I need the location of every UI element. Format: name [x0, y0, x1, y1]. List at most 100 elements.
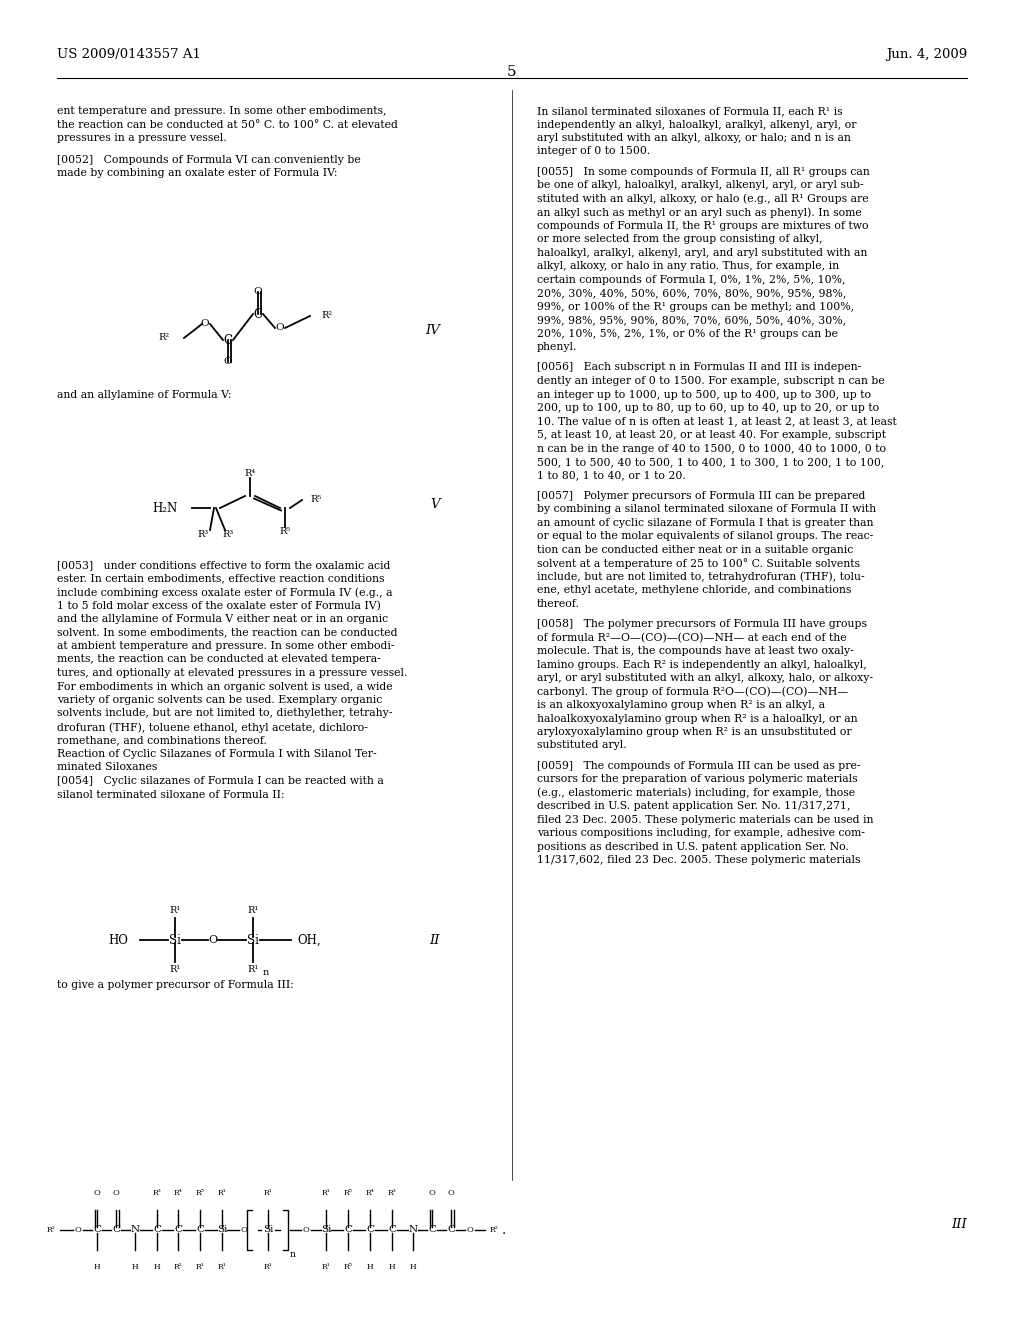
Text: an alkyl such as methyl or an aryl such as phenyl). In some: an alkyl such as methyl or an aryl such … — [537, 207, 862, 218]
Text: positions as described in U.S. patent application Ser. No.: positions as described in U.S. patent ap… — [537, 842, 849, 851]
Text: [0055]   In some compounds of Formula II, all R¹ groups can: [0055] In some compounds of Formula II, … — [537, 166, 869, 177]
Text: solvent. In some embodiments, the reaction can be conducted: solvent. In some embodiments, the reacti… — [57, 627, 397, 638]
Text: [0052]   Compounds of Formula VI can conveniently be: [0052] Compounds of Formula VI can conve… — [57, 154, 360, 165]
Text: 200, up to 100, up to 80, up to 60, up to 40, up to 20, or up to: 200, up to 100, up to 80, up to 60, up t… — [537, 403, 880, 413]
Text: For embodiments in which an organic solvent is used, a wide: For embodiments in which an organic solv… — [57, 681, 392, 692]
Text: C: C — [366, 1225, 374, 1234]
Text: 10. The value of n is often at least 1, at least 2, at least 3, at least: 10. The value of n is often at least 1, … — [537, 417, 897, 426]
Text: solvent at a temperature of 25 to 100° C. Suitable solvents: solvent at a temperature of 25 to 100° C… — [537, 558, 860, 569]
Text: O: O — [113, 1189, 120, 1197]
Text: III: III — [951, 1218, 967, 1232]
Text: 500, 1 to 500, 40 to 500, 1 to 400, 1 to 300, 1 to 200, 1 to 100,: 500, 1 to 500, 40 to 500, 1 to 400, 1 to… — [537, 457, 885, 467]
Text: drofuran (THF), toluene ethanol, ethyl acetate, dichloro-: drofuran (THF), toluene ethanol, ethyl a… — [57, 722, 368, 733]
Text: R¹: R¹ — [263, 1263, 272, 1271]
Text: O: O — [223, 358, 232, 367]
Text: R⁴: R⁴ — [366, 1189, 375, 1197]
Text: haloalkoxyoxalylamino group when R² is a haloalkyl, or an: haloalkoxyoxalylamino group when R² is a… — [537, 714, 858, 723]
Text: haloalkyl, aralkyl, alkenyl, aryl, and aryl substituted with an: haloalkyl, aralkyl, alkenyl, aryl, and a… — [537, 248, 867, 257]
Text: n can be in the range of 40 to 1500, 0 to 1000, 40 to 1000, 0 to: n can be in the range of 40 to 1500, 0 t… — [537, 444, 886, 454]
Text: R²: R² — [321, 312, 332, 321]
Text: R³: R³ — [388, 1189, 396, 1197]
Text: O: O — [302, 1226, 309, 1234]
Text: and the allylamine of Formula V either neat or in an organic: and the allylamine of Formula V either n… — [57, 614, 388, 624]
Text: filed 23 Dec. 2005. These polymeric materials can be used in: filed 23 Dec. 2005. These polymeric mate… — [537, 814, 873, 825]
Text: certain compounds of Formula I, 0%, 1%, 2%, 5%, 10%,: certain compounds of Formula I, 0%, 1%, … — [537, 275, 846, 285]
Text: H: H — [93, 1263, 100, 1271]
Text: (e.g., elastomeric materials) including, for example, those: (e.g., elastomeric materials) including,… — [537, 788, 855, 799]
Text: molecule. That is, the compounds have at least two oxaly-: molecule. That is, the compounds have at… — [537, 645, 854, 656]
Text: R¹: R¹ — [169, 965, 180, 974]
Text: O: O — [209, 935, 217, 945]
Text: of formula R²—O—(CO)—(CO)—NH— at each end of the: of formula R²—O—(CO)—(CO)—NH— at each en… — [537, 632, 847, 643]
Text: Si: Si — [217, 1225, 227, 1234]
Text: solvents include, but are not limited to, diethylether, tetrahy-: solvents include, but are not limited to… — [57, 709, 392, 718]
Text: V: V — [430, 499, 440, 511]
Text: O: O — [201, 319, 209, 329]
Text: ent temperature and pressure. In some other embodiments,: ent temperature and pressure. In some ot… — [57, 106, 386, 116]
Text: phenyl.: phenyl. — [537, 342, 578, 352]
Text: N: N — [409, 1225, 418, 1234]
Text: R¹: R¹ — [248, 965, 259, 974]
Text: C: C — [223, 334, 232, 346]
Text: R²: R² — [159, 334, 170, 342]
Text: O: O — [75, 1226, 82, 1234]
Text: R¹: R¹ — [218, 1263, 226, 1271]
Text: N: N — [130, 1225, 139, 1234]
Text: .: . — [502, 1224, 506, 1237]
Text: O: O — [429, 1189, 435, 1197]
Text: integer of 0 to 1500.: integer of 0 to 1500. — [537, 147, 650, 157]
Text: stituted with an alkyl, alkoxy, or halo (e.g., all R¹ Groups are: stituted with an alkyl, alkoxy, or halo … — [537, 194, 868, 205]
Text: or more selected from the group consisting of alkyl,: or more selected from the group consisti… — [537, 234, 822, 244]
Text: thereof.: thereof. — [537, 599, 580, 609]
Text: C: C — [112, 1225, 120, 1234]
Text: C: C — [254, 308, 262, 321]
Text: by combining a silanol terminated siloxane of Formula II with: by combining a silanol terminated siloxa… — [537, 504, 877, 515]
Text: Jun. 4, 2009: Jun. 4, 2009 — [886, 48, 967, 61]
Text: Si: Si — [321, 1225, 331, 1234]
Text: be one of alkyl, haloalkyl, aralkyl, alkenyl, aryl, or aryl sub-: be one of alkyl, haloalkyl, aralkyl, alk… — [537, 181, 863, 190]
Text: C: C — [388, 1225, 396, 1234]
Text: ments, the reaction can be conducted at elevated tempera-: ments, the reaction can be conducted at … — [57, 655, 381, 664]
Text: C: C — [447, 1225, 455, 1234]
Text: R⁵: R⁵ — [344, 1263, 352, 1271]
Text: at ambient temperature and pressure. In some other embodi-: at ambient temperature and pressure. In … — [57, 642, 394, 651]
Text: R⁵: R⁵ — [280, 527, 291, 536]
Text: Si: Si — [263, 1225, 273, 1234]
Text: tures, and optionally at elevated pressures in a pressure vessel.: tures, and optionally at elevated pressu… — [57, 668, 408, 678]
Text: O: O — [467, 1226, 473, 1234]
Text: R¹: R¹ — [248, 906, 259, 915]
Text: H: H — [132, 1263, 138, 1271]
Text: C: C — [196, 1225, 204, 1234]
Text: variety of organic solvents can be used. Exemplary organic: variety of organic solvents can be used.… — [57, 696, 382, 705]
Text: C: C — [344, 1225, 352, 1234]
Text: 1 to 80, 1 to 40, or 1 to 20.: 1 to 80, 1 to 40, or 1 to 20. — [537, 470, 686, 480]
Text: R⁵: R⁵ — [196, 1189, 205, 1197]
Text: 11/317,602, filed 23 Dec. 2005. These polymeric materials: 11/317,602, filed 23 Dec. 2005. These po… — [537, 855, 860, 865]
Text: described in U.S. patent application Ser. No. 11/317,271,: described in U.S. patent application Ser… — [537, 801, 851, 812]
Text: C: C — [93, 1225, 101, 1234]
Text: H: H — [154, 1263, 161, 1271]
Text: silanol terminated siloxane of Formula II:: silanol terminated siloxane of Formula I… — [57, 789, 285, 800]
Text: tion can be conducted either neat or in a suitable organic: tion can be conducted either neat or in … — [537, 545, 853, 554]
Text: R⁵: R⁵ — [310, 495, 322, 504]
Text: substituted aryl.: substituted aryl. — [537, 741, 627, 751]
Text: lamino groups. Each R² is independently an alkyl, haloalkyl,: lamino groups. Each R² is independently … — [537, 660, 866, 669]
Text: O: O — [93, 1189, 100, 1197]
Text: alkyl, alkoxy, or halo in any ratio. Thus, for example, in: alkyl, alkoxy, or halo in any ratio. Thu… — [537, 261, 839, 271]
Text: and an allylamine of Formula V:: and an allylamine of Formula V: — [57, 389, 231, 400]
Text: R³: R³ — [222, 531, 233, 539]
Text: 1 to 5 fold molar excess of the oxalate ester of Formula IV): 1 to 5 fold molar excess of the oxalate … — [57, 601, 381, 611]
Text: Si: Si — [169, 933, 181, 946]
Text: ester. In certain embodiments, effective reaction conditions: ester. In certain embodiments, effective… — [57, 573, 384, 583]
Text: [0058]   The polymer precursors of Formula III have groups: [0058] The polymer precursors of Formula… — [537, 619, 867, 630]
Text: 20%, 30%, 40%, 50%, 60%, 70%, 80%, 90%, 95%, 98%,: 20%, 30%, 40%, 50%, 60%, 70%, 80%, 90%, … — [537, 288, 847, 298]
Text: include, but are not limited to, tetrahydrofuran (THF), tolu-: include, but are not limited to, tetrahy… — [537, 572, 864, 582]
Text: R³: R³ — [153, 1189, 162, 1197]
Text: aryl, or aryl substituted with an alkyl, alkoxy, halo, or alkoxy-: aryl, or aryl substituted with an alkyl,… — [537, 673, 873, 682]
Text: dently an integer of 0 to 1500. For example, subscript n can be: dently an integer of 0 to 1500. For exam… — [537, 376, 885, 385]
Text: R¹: R¹ — [218, 1189, 226, 1197]
Text: O: O — [275, 323, 285, 333]
Text: an amount of cyclic silazane of Formula I that is greater than: an amount of cyclic silazane of Formula … — [537, 517, 873, 528]
Text: pressures in a pressure vessel.: pressures in a pressure vessel. — [57, 133, 226, 143]
Text: HO: HO — [109, 933, 128, 946]
